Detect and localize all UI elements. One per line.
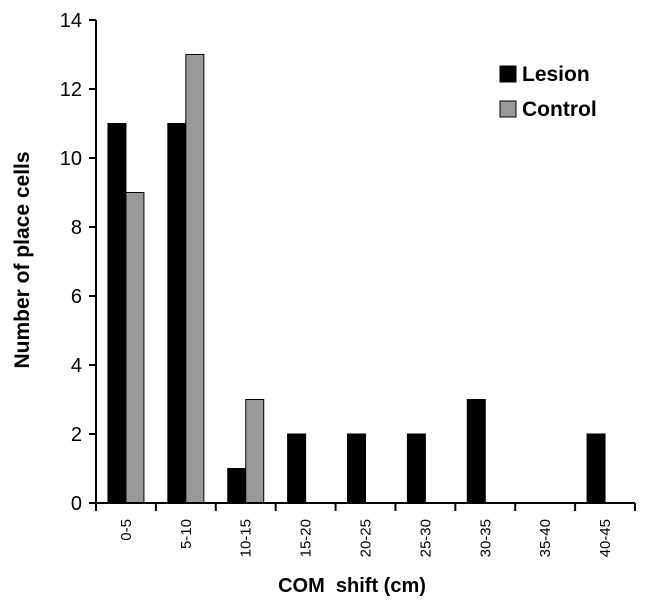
y-tick-label: 14	[60, 10, 82, 32]
bars	[107, 54, 606, 504]
legend-label-control: Control	[522, 98, 597, 121]
bar-control	[245, 399, 265, 504]
bar-lesion	[167, 123, 187, 504]
legend-label-lesion: Lesion	[522, 63, 590, 86]
x-tick-label: 40-45	[597, 519, 614, 557]
bar-lesion	[227, 468, 247, 504]
y-axis-label: Number of place cells	[11, 151, 34, 368]
x-tick-label: 10-15	[238, 519, 255, 557]
y-tick-label: 0	[71, 493, 82, 515]
x-tick-label: 35-40	[537, 519, 554, 557]
x-tick-label: 25-30	[417, 519, 434, 557]
x-tick-label: 30-35	[477, 519, 494, 557]
legend: Lesion Control	[499, 63, 597, 121]
x-tick-label: 5-10	[178, 519, 195, 549]
bar-lesion	[107, 123, 127, 504]
y-tick-label: 12	[60, 79, 82, 101]
y-tick-label: 4	[71, 355, 82, 377]
bar-control	[185, 54, 205, 504]
legend-swatch-control	[499, 100, 517, 118]
x-axis-ticks: 0-5 5-10 10-15 15-20 20-25 25-30 30-35 35-40 40-…	[95, 503, 636, 557]
x-axis-label: COM shift (cm)	[278, 575, 426, 597]
y-tick-label: 10	[60, 148, 82, 170]
x-tick-label: 15-20	[298, 519, 315, 557]
y-tick-label: 8	[71, 217, 82, 239]
legend-swatch-lesion	[499, 65, 517, 83]
bar-lesion	[466, 399, 486, 504]
bar-lesion	[586, 433, 606, 504]
bar-control	[125, 192, 145, 504]
y-tick-label: 6	[71, 286, 82, 308]
bar-lesion	[347, 433, 366, 504]
bar-lesion	[406, 433, 426, 504]
y-axis-ticks: 0 2 4 6 8 10 12 14	[60, 10, 96, 515]
bar-lesion	[287, 433, 307, 504]
y-tick-label: 2	[71, 424, 82, 446]
x-tick-label: 0-5	[118, 519, 135, 541]
x-tick-label: 20-25	[358, 519, 375, 557]
